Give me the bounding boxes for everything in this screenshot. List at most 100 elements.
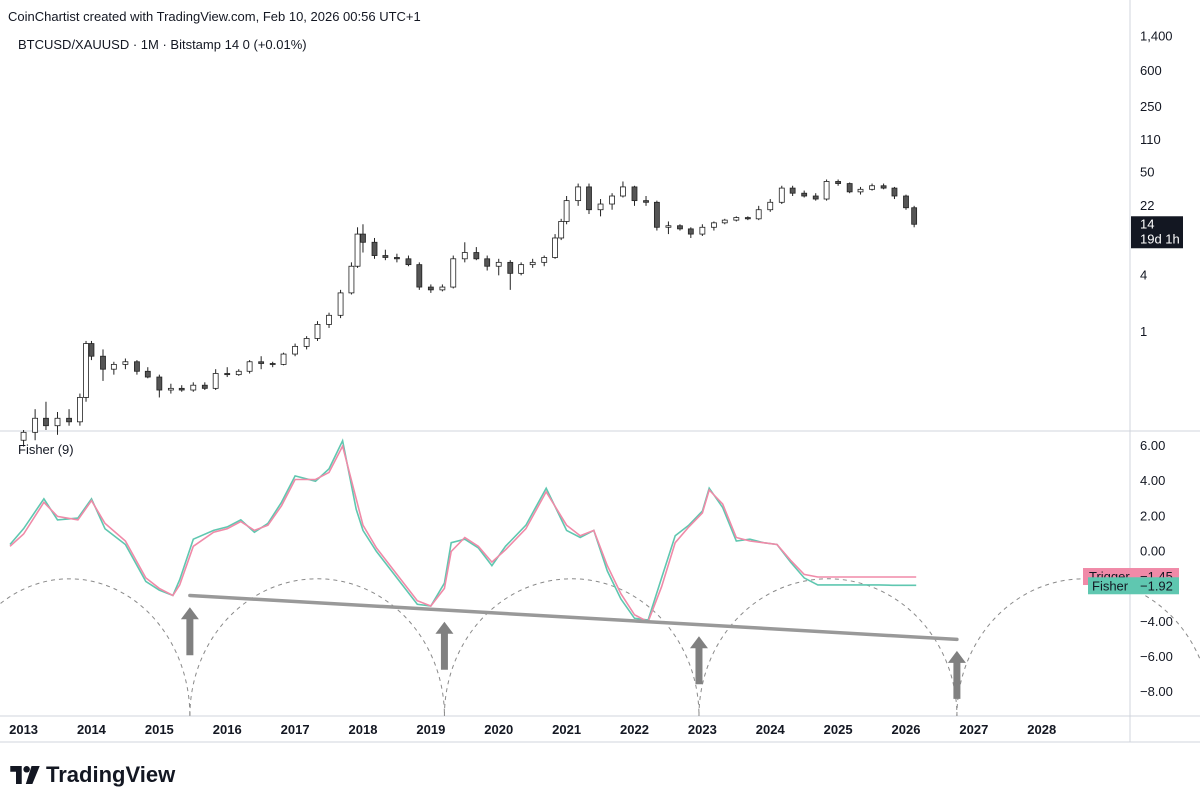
candle-body[interactable] (178, 387, 185, 391)
candle-body[interactable] (789, 187, 796, 194)
cycle-low-arrow-icon (947, 650, 966, 699)
candle-body[interactable] (518, 264, 525, 274)
candle-body[interactable] (699, 226, 706, 235)
indicator-title[interactable]: Fisher (9) (18, 442, 74, 457)
candle-body[interactable] (507, 261, 514, 274)
candle-body[interactable] (337, 292, 344, 316)
support-trendline[interactable] (188, 593, 959, 642)
tradingview-brand[interactable]: TradingView (10, 762, 175, 788)
candle-body[interactable] (258, 361, 265, 364)
last-price-label-box (1131, 216, 1183, 249)
candle-body[interactable] (461, 252, 468, 260)
candle-body[interactable] (201, 384, 208, 389)
symbol-line[interactable]: BTCUSD/XAUUSD · 1M · Bitstamp 14 0 (+0.0… (18, 37, 307, 52)
candle-body[interactable] (495, 261, 502, 267)
candle-body[interactable] (394, 257, 400, 260)
candle-body[interactable] (631, 186, 638, 202)
fisher-value: −1.92 (1140, 578, 1173, 593)
candle-body[interactable] (609, 195, 615, 205)
candle-body[interactable] (733, 217, 740, 221)
candle-body[interactable] (529, 261, 536, 266)
candle-body[interactable] (711, 222, 717, 228)
candle-body[interactable] (450, 258, 457, 288)
candle-body[interactable] (484, 258, 491, 267)
candle-body[interactable] (835, 181, 842, 184)
candle-body[interactable] (767, 201, 774, 211)
candle-body[interactable] (100, 355, 106, 370)
time-axis-tick-label: 2026 (892, 722, 921, 737)
candle-body[interactable] (32, 417, 39, 433)
candle-body[interactable] (801, 192, 808, 197)
candle-body[interactable] (823, 181, 830, 200)
candle-body[interactable] (880, 185, 887, 189)
time-axis-tick-label: 2017 (281, 722, 310, 737)
candle-body[interactable] (857, 188, 864, 193)
candle-body[interactable] (541, 257, 548, 263)
candle-body[interactable] (212, 373, 219, 389)
candle-body[interactable] (280, 353, 287, 365)
candle-body[interactable] (439, 286, 446, 291)
candle-body[interactable] (224, 373, 231, 376)
candle-body[interactable] (156, 376, 163, 391)
attribution-text: CoinChartist created with TradingView.co… (8, 9, 421, 24)
candle-body[interactable] (721, 219, 728, 224)
candle-body[interactable] (427, 286, 434, 291)
candle-body[interactable] (54, 417, 61, 427)
candle-body[interactable] (190, 384, 197, 391)
candle-body[interactable] (597, 203, 604, 211)
candle-body[interactable] (269, 363, 276, 365)
fisher-line (9, 438, 917, 621)
candle-body[interactable] (134, 361, 140, 372)
candle-body[interactable] (354, 233, 361, 267)
candle-body[interactable] (586, 186, 592, 211)
candle-body[interactable] (778, 187, 785, 203)
candle-body[interactable] (846, 183, 853, 193)
candle-body[interactable] (83, 343, 89, 398)
candle-body[interactable] (653, 201, 660, 228)
candle-body[interactable] (755, 209, 762, 220)
candle-body[interactable] (110, 363, 117, 370)
candle-body[interactable] (677, 225, 683, 230)
candle-body[interactable] (416, 264, 423, 288)
candle-body[interactable] (314, 324, 321, 339)
candle-body[interactable] (66, 417, 72, 423)
candle-body[interactable] (167, 387, 174, 391)
candle-body[interactable] (405, 258, 412, 266)
candle-body[interactable] (360, 233, 366, 243)
candle-body[interactable] (235, 370, 242, 376)
candle-body[interactable] (911, 207, 918, 225)
candle-body[interactable] (144, 370, 151, 378)
candle-body[interactable] (665, 225, 672, 228)
fisher-axis-tick-label: −8.00 (1140, 684, 1173, 699)
candle-body[interactable] (903, 195, 909, 209)
candle-body[interactable] (552, 237, 558, 258)
candle-body[interactable] (744, 217, 751, 220)
cycle-arc (443, 578, 700, 717)
cycle-low-arrow-icon (435, 621, 454, 670)
candle-body[interactable] (303, 338, 310, 347)
candle-body[interactable] (473, 252, 480, 260)
candle-body[interactable] (348, 265, 355, 294)
candle-body[interactable] (246, 361, 253, 372)
candle-body[interactable] (575, 186, 582, 202)
candle-body[interactable] (20, 431, 27, 441)
candle-body[interactable] (88, 343, 95, 357)
time-axis-tick-label: 2025 (824, 722, 853, 737)
cycle-arc (698, 578, 958, 717)
candle-body[interactable] (382, 255, 389, 258)
fisher-legend-box (1088, 577, 1131, 595)
candle-body[interactable] (371, 241, 378, 256)
candle-body[interactable] (891, 187, 898, 197)
candle-body[interactable] (563, 200, 570, 222)
candle-body[interactable] (292, 345, 298, 355)
candle-body[interactable] (812, 195, 819, 200)
candle-body[interactable] (43, 417, 49, 427)
candle-body[interactable] (558, 221, 565, 239)
candle-body[interactable] (687, 228, 694, 235)
candle-body[interactable] (643, 200, 649, 203)
candle-body[interactable] (326, 314, 332, 325)
candle-body[interactable] (77, 397, 83, 423)
candle-body[interactable] (122, 361, 129, 365)
candle-body[interactable] (869, 185, 875, 190)
candle-body[interactable] (620, 186, 626, 197)
